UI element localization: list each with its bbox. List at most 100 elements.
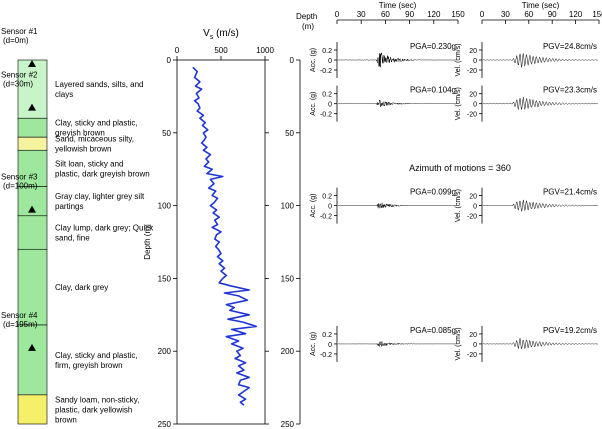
vs-xlabel: Vs (m/s) [203, 28, 239, 41]
soil-column: Layered sands, silts, and clays Clay, stic… [1, 27, 154, 424]
sensor-depth-4: (d=195m) [3, 320, 38, 329]
ts-ytick-label-0-0-2: -0.2 [320, 68, 332, 75]
time-series-panel: Azimuth of motions = 360 Depth(m) 0 50 100 1… [281, 1, 602, 429]
ts-trace-3-0 [337, 340, 457, 347]
ts-ytick-label-1-0-2: -0.2 [320, 112, 332, 119]
pgv-label-4: PGV=19.2cm/s [543, 326, 597, 335]
soil-layer-label-line: plastic, dark yellowish [55, 405, 132, 414]
soil-layer-label-line: Sand, micaceous silty, [55, 135, 134, 144]
ts-ytick-label-2-1-1: 0 [473, 204, 477, 211]
vs-xlabel-subscript: s [210, 34, 214, 41]
ts-ytick-label-1-1-0: 20 [469, 92, 477, 99]
ts-ytick-label-1-1-1: 0 [473, 102, 477, 109]
soil-layer-8 [17, 394, 48, 425]
depth-axis-unit: (m) [302, 22, 314, 31]
vs-xtick-label-0: 0 [175, 46, 180, 55]
azimuth-annotation: Azimuth of motions = 360 [409, 163, 511, 173]
vs-ytick-label-2: 100 [158, 202, 172, 211]
pgv-label-2: PGV=23.3cm/s [543, 86, 597, 95]
time-tick-label-1-1: 30 [501, 10, 510, 19]
soil-layer-label-line: partings [55, 202, 83, 211]
ts-ytick-label-0-1-2: -20 [467, 68, 477, 75]
soil-layer-label-line: greyish brown [55, 129, 105, 138]
vs-ytick-label-1: 50 [162, 129, 171, 138]
soil-layer-label-line: Clay lump, dark grey; Quick [55, 224, 154, 233]
ts-ylabel-2-1: Vel. (cm/s) [455, 189, 462, 222]
soil-layer-label-line: Clay, sticky and plastic, [55, 119, 138, 128]
soil-layer-1 [17, 117, 48, 138]
time-tick-label-1-2: 60 [524, 10, 533, 19]
sensor-marker-2 [28, 103, 36, 111]
pga-label-1: PGA=0.230g [410, 42, 456, 51]
ts-ylabel-0-1: Vel. (cm/s) [455, 43, 462, 76]
ts-trace-3-1 [482, 337, 599, 350]
vs-xtick-label-2: 1000 [256, 46, 274, 55]
pgv-label-1: PGV=24.8cm/s [543, 42, 597, 51]
ts-ytick-label-1-1-2: -20 [467, 112, 477, 119]
soil-layer-label-2: Sand, micaceous silty, yellowish brown [55, 135, 134, 154]
ts-ytick-label-0-1-1: 0 [473, 58, 477, 65]
time-tick-label-1-5: 150 [592, 10, 602, 19]
time-tick-label-1-0: 0 [480, 10, 485, 19]
depth-tick-label-4: 200 [281, 347, 295, 356]
soil-layer-label-7: Clay, sticky and plastic, firm, greyish b… [55, 351, 138, 370]
ts-ytick-label-3-1-1: 0 [473, 342, 477, 349]
sensor-depth-1: (d=0m) [3, 36, 29, 45]
time-axis-title-1: Time (sec) [522, 1, 560, 10]
time-tick-label-0-0: 0 [335, 10, 340, 19]
sensor-name-1: Sensor #1 [1, 27, 38, 36]
soil-layer-label-5: Clay lump, dark grey; Quick sand, fine [55, 224, 154, 243]
time-tick-label-1-3: 90 [548, 10, 557, 19]
soil-layer-label-line: Silt loan, sticky and [55, 159, 123, 168]
sensor-marker-1 [28, 60, 36, 67]
vs-ytick-label-4: 200 [158, 347, 172, 356]
sensor-depth-2: (d=30m) [3, 80, 33, 89]
ts-ytick-label-1-0-1: 0 [328, 102, 332, 109]
time-tick-label-1-4: 120 [569, 10, 583, 19]
time-tick-label-0-5: 150 [451, 10, 465, 19]
ts-ytick-label-2-1-2: -20 [467, 214, 477, 221]
soil-layer-3 [17, 149, 48, 187]
ts-ytick-label-3-0-2: -0.2 [320, 352, 332, 359]
pga-label-3: PGA=0.099g [410, 188, 456, 197]
vs-ytick-label-3: 150 [158, 274, 172, 283]
depth-tick-label-5: 250 [281, 420, 295, 429]
ts-ytick-label-3-1-0: 20 [469, 332, 477, 339]
time-tick-label-0-1: 30 [357, 10, 366, 19]
soil-layer-label-1: Clay, sticky and plastic, greyish brown [55, 119, 138, 138]
soil-layer-label-line: brown [55, 415, 77, 424]
ts-trace-0-0 [337, 51, 457, 68]
ts-trace-0-1 [482, 52, 599, 68]
soil-layer-label-line: clays [55, 90, 73, 99]
ts-ytick-label-1-0-0: 0.2 [322, 92, 332, 99]
ts-ylabel-1-1: Vel. (cm/s) [455, 87, 462, 120]
soil-layer-label-line: Sandy loam, non-sticky, [55, 395, 139, 404]
ts-ytick-label-0-0-0: 0.2 [322, 48, 332, 55]
ts-ylabel-1-0: Acc. (g) [310, 92, 317, 116]
sensor-name-4: Sensor #4 [1, 311, 38, 320]
soil-layer-6 [17, 248, 48, 326]
ts-ylabel-3-0: Acc. (g) [310, 332, 317, 356]
ts-ylabel-3-1: Vel. (cm/s) [455, 327, 462, 360]
vs-xtick-label-1: 500 [214, 46, 228, 55]
ts-ytick-label-2-0-2: -0.2 [320, 214, 332, 221]
depth-axis-label: Depth [296, 12, 317, 21]
ts-ytick-label-2-1-0: 20 [469, 194, 477, 201]
sensor-marker-4 [28, 343, 36, 351]
sensor-name-3: Sensor #3 [1, 173, 38, 182]
vs-ytick-label-0: 0 [167, 56, 172, 65]
soil-layer-7 [17, 324, 48, 396]
soil-layer-label-6: Clay, dark grey [55, 283, 108, 292]
ts-trace-2-1 [482, 199, 599, 213]
soil-layer-2 [17, 136, 48, 151]
vs-profile-chart: 0 500 1000 Vs (m/s) 0 50 100 150 200 250 Depth (m) [143, 28, 274, 429]
time-axis-title-0: Time (sec) [379, 1, 417, 10]
ts-ytick-label-0-0-1: 0 [328, 58, 332, 65]
ts-ytick-label-0-1-0: 20 [469, 48, 477, 55]
soil-layer-label-line: Gray clay, lighter grey silt [55, 192, 145, 201]
ts-ylabel-2-0: Acc. (g) [310, 194, 317, 218]
ts-trace-2-0 [337, 202, 457, 209]
depth-tick-label-1: 50 [285, 129, 294, 138]
vs-ytick-label-5: 250 [158, 420, 172, 429]
